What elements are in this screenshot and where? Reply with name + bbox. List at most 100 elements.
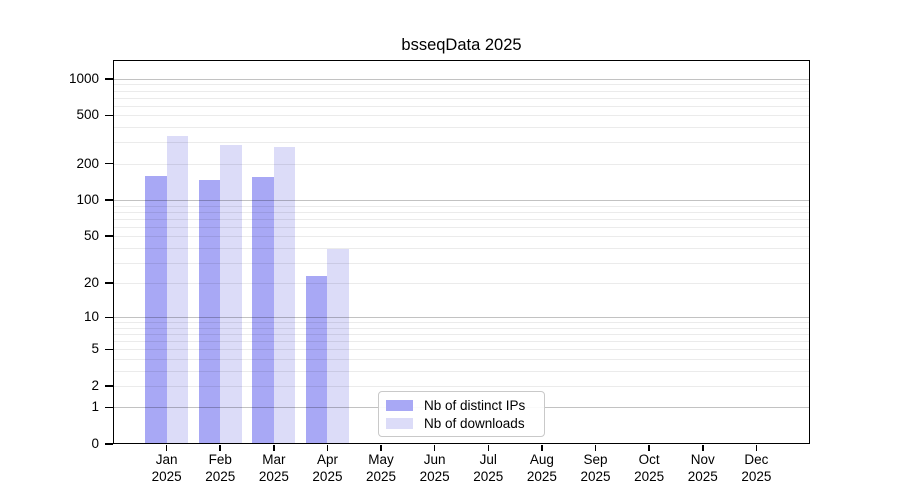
y-tick-mark-1000 [105,78,113,80]
y-gridline-minor-6 [113,341,810,343]
y-gridline-minor-60 [113,226,810,228]
x-tick-mark-dec [755,445,758,451]
y-gridline-minor-400 [113,127,810,129]
y-gridline-minor-40 [113,247,810,249]
y-gridline-major-10 [113,317,810,319]
y-gridline-minor-80 [113,211,810,213]
y-gridline-minor-500 [113,115,810,117]
x-tick-mark-oct [648,445,650,451]
x-tick-label-jan: Jan 2025 [125,452,209,485]
y-gridline-minor-3 [113,370,810,372]
y-gridline-minor-4 [113,358,810,360]
y-gridline-minor-600 [113,105,810,107]
x-tick-label-dec: Dec 2025 [714,452,798,485]
bar-distinct-ips-mar [252,177,274,444]
bar-downloads-feb [220,145,242,444]
y-gridline-minor-9 [113,322,810,324]
y-gridline-minor-2 [113,385,810,387]
y-tick-label-2: 2 [91,377,99,393]
x-tick-mark-sep [594,445,597,451]
x-tick-month: Apr [316,452,338,467]
x-tick-month: Nov [690,452,715,467]
x-tick-month: Aug [529,452,554,467]
x-tick-month: Sep [583,452,608,467]
bar-downloads-apr [327,249,349,444]
y-tick-label-500: 500 [76,107,99,123]
y-tick-label-200: 200 [76,155,99,171]
y-gridline-minor-8 [113,327,810,329]
y-tick-mark-5 [105,348,113,351]
x-tick-label-oct: Oct 2025 [607,452,691,485]
x-tick-mark-apr [326,445,329,451]
x-tick-label-aug: Aug 2025 [500,452,584,485]
x-tick-month: Dec [744,452,769,467]
x-tick-mark-aug [541,445,543,451]
y-tick-label-0: 0 [91,436,99,451]
legend-label-distinct-ips: Nb of distinct IPs [424,397,526,413]
y-gridline-minor-800 [113,90,810,92]
legend: Nb of distinct IPs Nb of downloads [378,391,545,437]
x-tick-year: 2025 [151,468,182,484]
x-tick-mark-nov [702,445,704,451]
y-tick-mark-2 [105,385,113,387]
x-tick-label-jun: Jun 2025 [393,452,477,485]
x-tick-mark-jan [165,445,168,451]
x-tick-year: 2025 [419,468,450,484]
y-gridline-minor-50 [113,236,810,238]
x-tick-month: Jun [423,452,446,467]
y-gridline-minor-5 [113,349,810,351]
legend-swatch-downloads [386,417,413,429]
y-tick-label-1000: 1000 [68,70,99,86]
y-tick-mark-50 [105,235,113,237]
x-tick-mark-mar [273,445,275,451]
x-tick-month: Mar [262,452,286,467]
x-tick-month: May [368,452,394,467]
y-gridline-minor-900 [113,84,810,86]
y-gridline-minor-90 [113,205,810,207]
chart-title: bsseqData 2025 [401,36,522,54]
x-tick-year: 2025 [205,468,236,484]
y-tick-label-20: 20 [83,275,99,291]
bar-distinct-ips-apr [306,276,328,444]
bar-downloads-mar [273,146,296,444]
y-gridline-minor-70 [113,218,810,220]
x-tick-year: 2025 [741,468,772,484]
x-tick-label-jul: Jul 2025 [446,452,530,485]
y-gridline-major-1000 [113,78,810,80]
y-gridline-minor-30 [113,262,810,264]
y-tick-label-1: 1 [91,399,99,415]
y-gridline-major-100 [113,200,810,202]
x-tick-label-nov: Nov 2025 [661,452,745,485]
legend-swatch-distinct-ips [386,399,413,411]
x-tick-year: 2025 [366,468,397,484]
y-tick-mark-1 [105,406,113,409]
x-tick-mark-may [380,445,382,451]
x-tick-year: 2025 [687,468,718,484]
plot-area [113,60,810,444]
legend-item-downloads: Nb of downloads [386,414,536,432]
y-gridline-minor-200 [113,163,810,165]
x-tick-year: 2025 [312,468,343,484]
y-gridline-minor-700 [113,97,810,99]
x-tick-label-may: May 2025 [339,452,423,485]
y-tick-mark-20 [105,282,113,284]
x-tick-year: 2025 [473,468,504,484]
bar-downloads-jan [166,135,188,444]
y-gridline-minor-300 [113,142,810,144]
y-tick-mark-10 [105,316,113,319]
x-tick-label-feb: Feb 2025 [178,452,262,485]
bar-distinct-ips-jan [145,176,167,444]
legend-label-downloads: Nb of downloads [424,415,525,431]
x-tick-mark-jun [433,445,436,451]
y-tick-label-100: 100 [76,192,99,208]
x-tick-mark-feb [219,445,221,451]
x-tick-label-sep: Sep 2025 [554,452,638,485]
x-tick-year: 2025 [258,468,289,484]
x-tick-month: Oct [638,452,660,467]
y-tick-label-10: 10 [83,309,99,325]
x-tick-month: Jan [155,452,178,467]
x-tick-label-mar: Mar 2025 [232,452,316,485]
x-tick-month: Feb [208,452,232,467]
x-tick-month: Jul [479,452,497,467]
